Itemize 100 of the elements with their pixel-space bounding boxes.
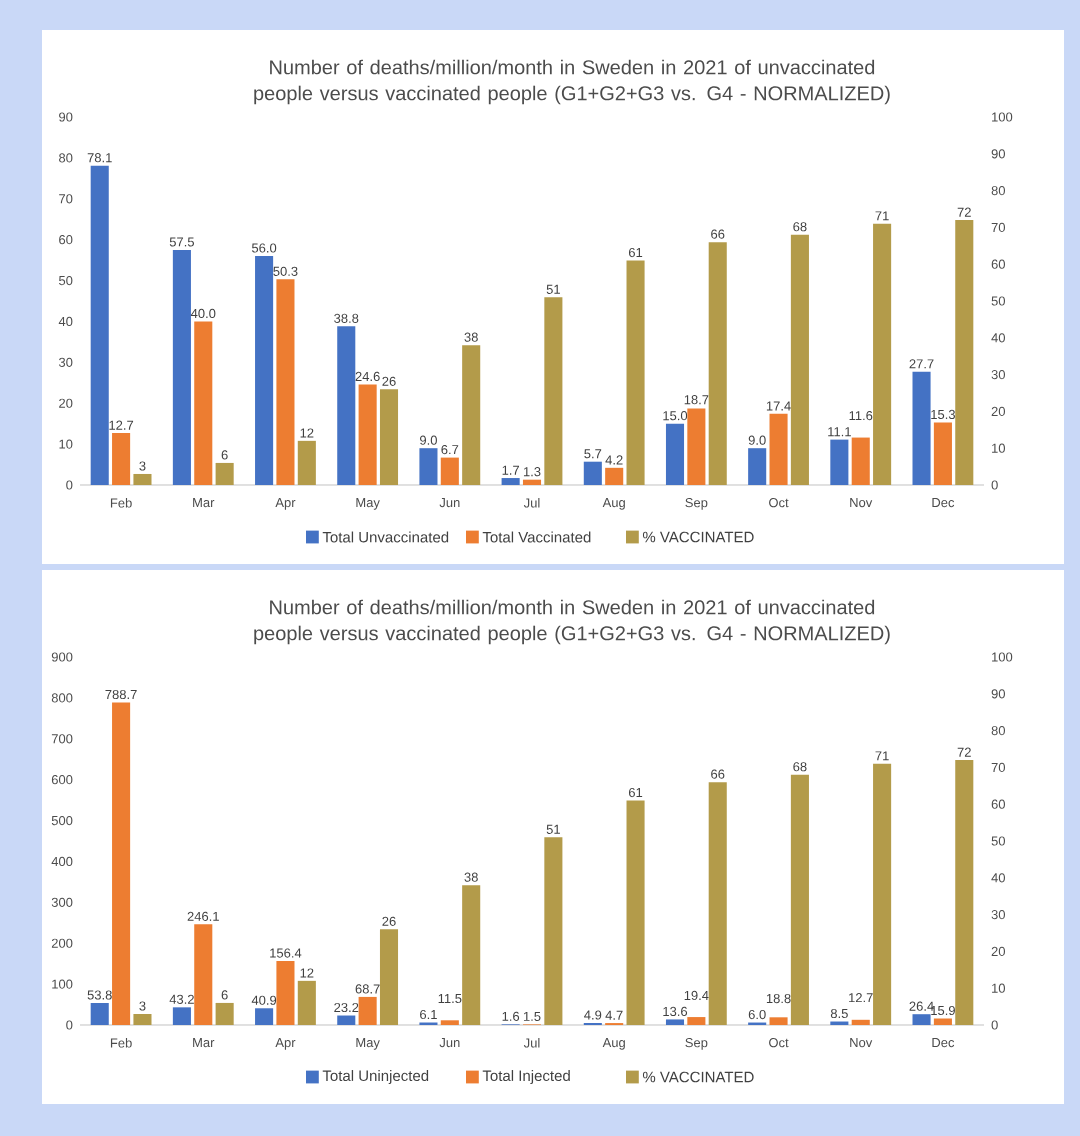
y2-tick-label: 70	[991, 762, 1006, 773]
y2-tick-label: 10	[992, 443, 1006, 453]
data-label: 8.5	[830, 1008, 848, 1019]
data-label: 71	[875, 211, 889, 221]
bar	[215, 1002, 234, 1026]
data-label: 6	[221, 450, 228, 460]
bar	[358, 996, 377, 1025]
y2-tick-label: 50	[991, 296, 1006, 306]
y-tick-label: 100	[52, 979, 73, 989]
legend-label: Total Vaccinated	[482, 531, 591, 543]
data-label: 24.6	[355, 371, 380, 382]
data-label: 68	[793, 222, 807, 232]
y-tick-label: 90	[59, 112, 73, 122]
data-label: 68	[793, 762, 807, 772]
data-label: 6	[221, 990, 228, 1000]
y2-tick-label: 0	[991, 480, 998, 490]
bar	[626, 800, 645, 1026]
y-tick-label: 200	[51, 938, 73, 948]
bar	[462, 345, 481, 486]
data-label: 53.8	[87, 990, 112, 1000]
data-label: 17.4	[766, 401, 791, 411]
y-tick-label: 700	[51, 734, 73, 744]
x-tick-label: Jul	[523, 498, 540, 508]
y2-tick-label: 90	[991, 689, 1006, 699]
data-label: 72	[957, 747, 971, 757]
data-label: 66	[711, 769, 725, 779]
y-tick-label: 900	[51, 652, 73, 662]
data-label: 1.5	[523, 1011, 541, 1021]
y-tick-label: 10	[59, 439, 73, 449]
bar	[172, 1007, 191, 1025]
bar	[748, 448, 767, 485]
bar	[955, 220, 974, 486]
bar	[501, 478, 520, 485]
bar	[790, 774, 809, 1026]
data-label: 38.8	[334, 313, 359, 323]
data-label: 15.0	[663, 411, 688, 421]
data-label: 156.4	[270, 948, 302, 958]
y2-tick-label: 40	[991, 873, 1006, 883]
bar	[851, 437, 870, 485]
bar	[544, 837, 563, 1026]
y2-tick-label: 80	[991, 726, 1006, 736]
x-tick-label: Aug	[602, 498, 625, 510]
data-label: 11.6	[849, 411, 873, 421]
legend-label: Total Unvaccinated	[322, 531, 449, 543]
x-tick-label: Apr	[275, 1038, 296, 1050]
data-label: 26	[382, 916, 396, 926]
x-tick-label: Dec	[932, 1038, 955, 1048]
bar	[769, 1017, 788, 1025]
x-tick-label: Apr	[275, 498, 296, 510]
data-label: 26	[382, 376, 396, 386]
bar	[133, 1013, 152, 1026]
bar	[462, 885, 481, 1026]
x-tick-label: Mar	[193, 1038, 215, 1048]
y2-tick-label: 10	[992, 983, 1006, 993]
y-tick-label: 0	[66, 480, 73, 490]
data-label: 6.1	[420, 1009, 437, 1020]
data-label: 18.7	[684, 395, 709, 405]
bar	[379, 929, 399, 1026]
bar	[194, 321, 213, 485]
y-tick-label: 300	[51, 897, 73, 907]
data-label: 61	[628, 247, 643, 258]
y2-tick-label: 30	[991, 370, 1006, 380]
y2-tick-label: 30	[991, 910, 1006, 920]
bar	[90, 165, 109, 485]
data-label: 51	[546, 824, 560, 834]
y-tick-label: 40	[58, 316, 73, 327]
bar	[337, 326, 356, 485]
bar	[215, 462, 234, 486]
bar	[626, 260, 645, 486]
bar	[851, 1019, 870, 1025]
bar	[133, 473, 152, 486]
bar	[194, 924, 213, 1025]
bar	[665, 1019, 685, 1025]
data-label: 66	[711, 229, 725, 239]
bar	[419, 448, 438, 485]
data-label: 56.0	[251, 243, 277, 253]
data-label: 68.7	[355, 984, 380, 994]
data-label: 78.1	[87, 153, 112, 163]
bar	[112, 433, 131, 485]
bar	[708, 782, 727, 1026]
bar	[605, 467, 624, 485]
bar	[522, 479, 542, 485]
data-label: 72	[957, 207, 971, 217]
y-tick-label: 800	[51, 693, 73, 703]
data-label: 6.7	[441, 445, 459, 455]
data-label: 246.1	[187, 911, 219, 921]
y-tick-label: 400	[51, 856, 73, 867]
y2-tick-label: 100	[992, 652, 1013, 662]
y-tick-label: 30	[58, 357, 73, 367]
bar	[687, 408, 706, 485]
x-tick-label: May	[356, 1038, 380, 1050]
data-label: 4.7	[605, 1010, 623, 1020]
bar	[830, 439, 849, 485]
legend-label: Total Uninjected	[322, 1070, 429, 1084]
bar	[172, 249, 191, 485]
y2-tick-label: 70	[991, 222, 1006, 233]
data-label: 57.5	[169, 237, 195, 247]
y-tick-label: 60	[59, 235, 73, 245]
y-tick-label: 80	[59, 153, 73, 163]
y2-tick-label: 60	[991, 799, 1006, 809]
